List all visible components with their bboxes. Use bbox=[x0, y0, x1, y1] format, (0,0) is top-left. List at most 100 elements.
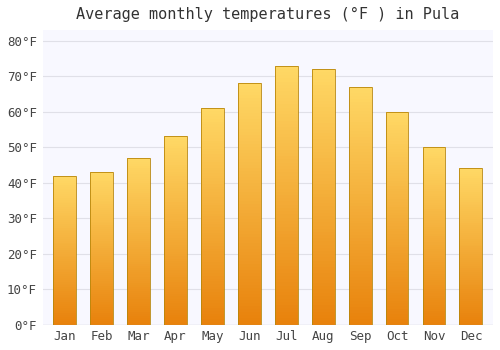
Bar bbox=[127, 241, 150, 243]
Bar bbox=[90, 254, 113, 256]
Bar bbox=[127, 185, 150, 187]
Bar bbox=[90, 223, 113, 225]
Bar bbox=[90, 214, 113, 216]
Bar bbox=[201, 192, 224, 195]
Bar bbox=[238, 83, 261, 86]
Bar bbox=[460, 205, 482, 208]
Bar bbox=[238, 165, 261, 168]
Bar bbox=[201, 311, 224, 314]
Bar bbox=[422, 304, 446, 307]
Bar bbox=[238, 210, 261, 213]
Bar bbox=[312, 229, 334, 232]
Bar bbox=[127, 239, 150, 241]
Bar bbox=[164, 221, 187, 223]
Bar bbox=[312, 293, 334, 296]
Bar bbox=[312, 276, 334, 280]
Bar bbox=[164, 176, 187, 179]
Bar bbox=[422, 309, 446, 311]
Bar bbox=[386, 293, 408, 295]
Bar bbox=[348, 146, 372, 149]
Bar bbox=[127, 212, 150, 214]
Bar bbox=[422, 293, 446, 296]
Bar bbox=[53, 198, 76, 200]
Bar bbox=[386, 133, 408, 135]
Bar bbox=[348, 102, 372, 105]
Bar bbox=[460, 303, 482, 305]
Bar bbox=[386, 194, 408, 197]
Bar bbox=[238, 117, 261, 119]
Bar bbox=[460, 180, 482, 182]
Bar bbox=[348, 164, 372, 167]
Bar bbox=[312, 82, 334, 85]
Bar bbox=[275, 211, 297, 215]
Bar bbox=[90, 239, 113, 240]
Bar bbox=[348, 268, 372, 271]
Bar bbox=[90, 311, 113, 313]
Bar bbox=[238, 147, 261, 149]
Bar bbox=[238, 213, 261, 216]
Bar bbox=[312, 69, 334, 72]
Bar bbox=[422, 189, 446, 191]
Bar bbox=[90, 187, 113, 189]
Bar bbox=[275, 228, 297, 231]
Bar bbox=[460, 315, 482, 317]
Bar bbox=[90, 300, 113, 302]
Bar bbox=[460, 321, 482, 323]
Bar bbox=[164, 198, 187, 200]
Bar bbox=[422, 147, 446, 149]
Bar bbox=[386, 309, 408, 311]
Bar bbox=[460, 295, 482, 297]
Bar bbox=[422, 278, 446, 280]
Bar bbox=[312, 273, 334, 276]
Bar bbox=[53, 319, 76, 321]
Bar bbox=[164, 186, 187, 188]
Bar bbox=[460, 209, 482, 211]
Bar bbox=[53, 317, 76, 319]
Bar bbox=[460, 256, 482, 258]
Bar bbox=[90, 256, 113, 258]
Bar bbox=[127, 258, 150, 260]
Bar bbox=[127, 314, 150, 316]
Bar bbox=[386, 120, 408, 122]
Bar bbox=[386, 306, 408, 309]
Bar bbox=[422, 163, 446, 165]
Bar bbox=[201, 211, 224, 213]
Bar bbox=[238, 288, 261, 291]
Bar bbox=[275, 279, 297, 282]
Bar bbox=[201, 162, 224, 165]
Bar bbox=[127, 256, 150, 258]
Bar bbox=[422, 320, 446, 322]
Bar bbox=[312, 76, 334, 79]
Bar bbox=[238, 177, 261, 180]
Bar bbox=[127, 281, 150, 283]
Bar bbox=[422, 198, 446, 200]
Bar bbox=[422, 280, 446, 282]
Bar bbox=[460, 297, 482, 299]
Bar bbox=[275, 98, 297, 101]
Bar bbox=[422, 147, 446, 324]
Bar bbox=[238, 122, 261, 126]
Bar bbox=[164, 249, 187, 252]
Bar bbox=[312, 286, 334, 289]
Bar bbox=[275, 182, 297, 185]
Bar bbox=[386, 144, 408, 146]
Bar bbox=[386, 298, 408, 301]
Bar bbox=[275, 257, 297, 260]
Bar bbox=[386, 290, 408, 293]
Bar bbox=[90, 229, 113, 231]
Bar bbox=[201, 108, 224, 324]
Bar bbox=[53, 220, 76, 222]
Bar bbox=[422, 243, 446, 245]
Bar bbox=[312, 315, 334, 318]
Bar bbox=[348, 277, 372, 280]
Bar bbox=[312, 79, 334, 82]
Bar bbox=[275, 172, 297, 176]
Bar bbox=[164, 165, 187, 167]
Bar bbox=[238, 291, 261, 294]
Bar bbox=[460, 168, 482, 170]
Bar bbox=[422, 245, 446, 247]
Bar bbox=[201, 195, 224, 197]
Bar bbox=[164, 266, 187, 268]
Bar bbox=[275, 221, 297, 224]
Bar bbox=[127, 272, 150, 274]
